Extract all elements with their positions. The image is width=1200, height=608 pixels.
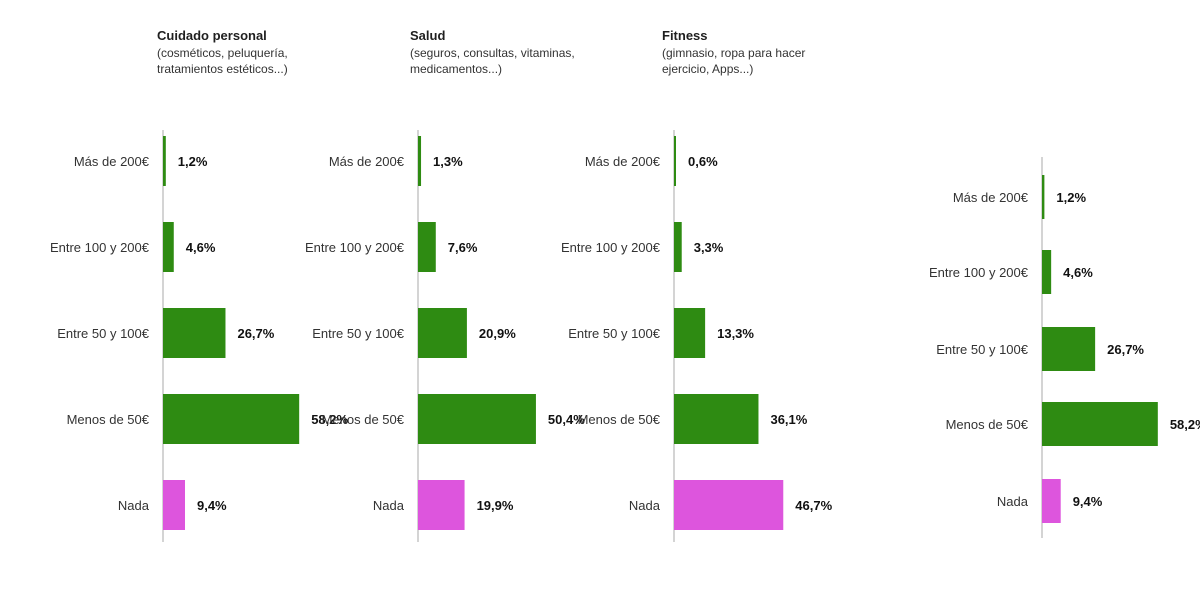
chart-subtitle-line: ejercicio, Apps...) [662, 61, 902, 77]
value-label: 19,9% [477, 498, 514, 513]
category-label: Entre 50 y 100€ [568, 326, 661, 341]
category-label: Menos de 50€ [946, 417, 1029, 432]
bar [418, 136, 421, 186]
chart-title: Salud [410, 28, 650, 43]
value-label: 36,1% [770, 412, 807, 427]
bar [1042, 402, 1158, 446]
bar [674, 480, 783, 530]
category-label: Menos de 50€ [67, 412, 150, 427]
bar [1042, 250, 1051, 294]
value-label: 13,3% [717, 326, 754, 341]
value-label: 26,7% [237, 326, 274, 341]
category-label: Nada [118, 498, 150, 513]
value-label: 1,2% [1056, 190, 1086, 205]
value-label: 26,7% [1107, 342, 1144, 357]
bar [418, 480, 465, 530]
value-label: 1,2% [178, 154, 208, 169]
category-label: Menos de 50€ [578, 412, 661, 427]
value-label: 1,3% [433, 154, 463, 169]
value-label: 46,7% [795, 498, 832, 513]
category-label: Entre 100 y 200€ [50, 240, 150, 255]
bar [1042, 327, 1095, 371]
bar [163, 394, 299, 444]
category-label: Más de 200€ [585, 154, 661, 169]
bar [674, 394, 758, 444]
value-label: 58,2% [311, 412, 348, 427]
value-label: 58,2% [1170, 417, 1200, 432]
bar [674, 136, 676, 186]
chart-subtitle-line: (seguros, consultas, vitaminas, [410, 45, 650, 61]
bar [1042, 479, 1061, 523]
value-label: 7,6% [448, 240, 478, 255]
category-label: Nada [629, 498, 661, 513]
value-label: 20,9% [479, 326, 516, 341]
bar [674, 308, 705, 358]
chart-panel-cuidado-personal: Cuidado personal (cosméticos, peluquería… [0, 0, 400, 608]
bar [418, 394, 536, 444]
category-label: Entre 100 y 200€ [561, 240, 661, 255]
bar-chart: Más de 200€ 1,2% Entre 100 y 200€ 4,6% Entre… [0, 0, 400, 608]
bar [163, 480, 185, 530]
bar [163, 308, 225, 358]
category-label: Entre 50 y 100€ [936, 342, 1029, 357]
value-label: 50,4% [548, 412, 585, 427]
value-label: 9,4% [197, 498, 227, 513]
bar [418, 308, 467, 358]
value-label: 3,3% [694, 240, 724, 255]
bar [418, 222, 436, 272]
category-label: Entre 50 y 100€ [57, 326, 150, 341]
category-label: Más de 200€ [953, 190, 1029, 205]
chart-subtitle-line: medicamentos...) [410, 61, 650, 77]
bar [1042, 175, 1044, 219]
value-label: 4,6% [1063, 265, 1093, 280]
value-label: 9,4% [1073, 494, 1103, 509]
chart-subtitle-line: (gimnasio, ropa para hacer [662, 45, 902, 61]
chart-subtitle: (gimnasio, ropa para hacer ejercicio, Ap… [662, 45, 902, 77]
category-label: Entre 100 y 200€ [929, 265, 1029, 280]
value-label: 4,6% [186, 240, 216, 255]
bar [674, 222, 682, 272]
chart-subtitle: (seguros, consultas, vitaminas, medicame… [410, 45, 650, 77]
bar [163, 222, 174, 272]
category-label: Nada [997, 494, 1029, 509]
chart-title: Fitness [662, 28, 902, 43]
value-label: 0,6% [688, 154, 718, 169]
category-label: Más de 200€ [74, 154, 150, 169]
bar [163, 136, 166, 186]
